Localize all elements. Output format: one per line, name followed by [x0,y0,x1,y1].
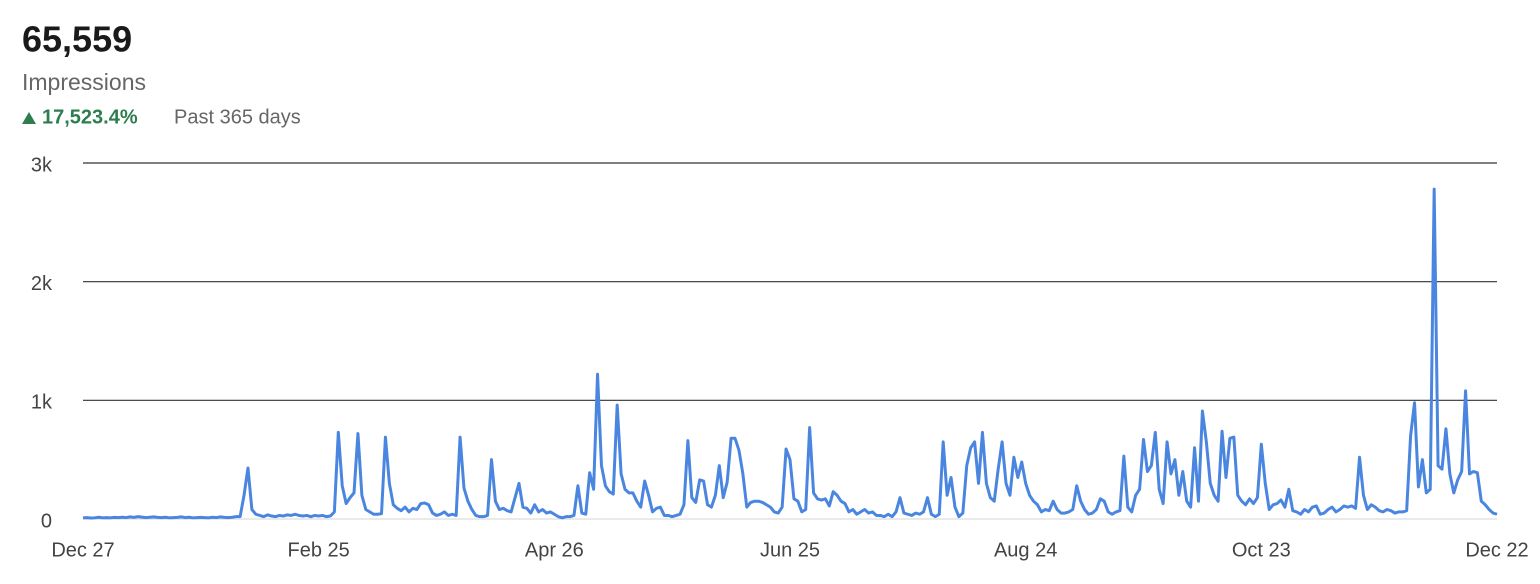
y-tick-label: 0 [41,510,52,532]
impressions-line [82,187,1498,520]
total: 65,559 [22,19,132,60]
up-arrow [22,112,36,124]
x-tick-label: Dec 27 [51,539,114,561]
y-tick-label: 3k [31,154,53,176]
x-tick-label: Jun 25 [760,539,820,561]
x-tick-label: Apr 26 [525,539,584,561]
change: 17,523.4% [42,106,138,128]
metric: Impressions [22,69,146,95]
x-tick-label: Dec 22 [1465,539,1528,561]
period: Past 365 days [174,106,301,128]
x-tick-label: Aug 24 [994,539,1057,561]
x-tick-label: Feb 25 [288,539,350,561]
x-tick-label: Oct 23 [1232,539,1291,561]
y-tick-label: 1k [31,392,53,414]
y-tick-label: 2k [31,273,53,295]
